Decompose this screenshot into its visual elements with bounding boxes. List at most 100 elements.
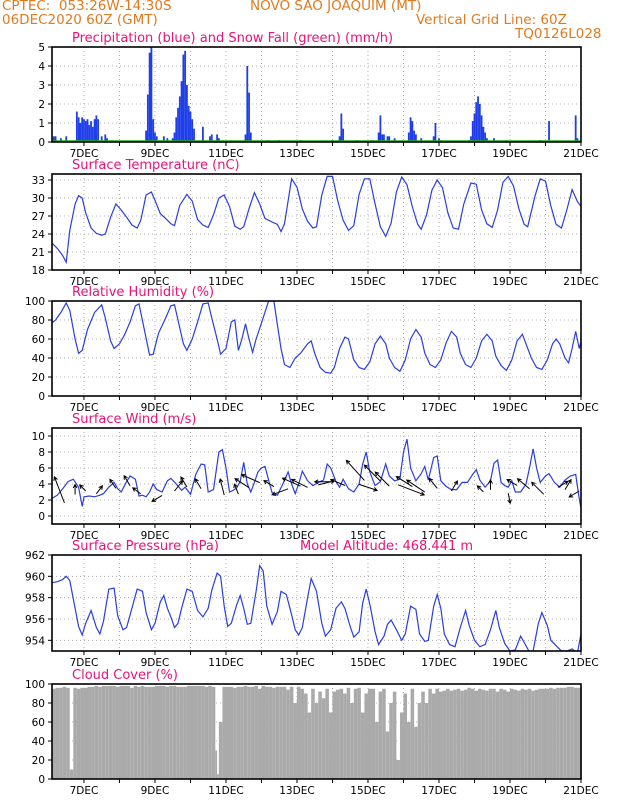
panel-rh: 0 20 40 60 80 100 7DEC 9DEC 11DEC 13DEC 15DEC 17DEC…: [25, 285, 599, 414]
cloud-bar: [233, 687, 237, 779]
wind-vector: [476, 485, 484, 493]
cloud-bar: [549, 687, 553, 779]
x-tick-label: 19DEC: [492, 402, 527, 414]
run-date: 06DEC2020 60Z (GMT): [2, 12, 158, 28]
precip-bar: [415, 134, 417, 142]
cloud-bar: [94, 685, 99, 779]
cloud-bar: [460, 690, 464, 779]
wind-vector: [78, 484, 87, 492]
cloud-bar: [424, 703, 429, 779]
wind-line: [52, 439, 581, 509]
precip-bar: [81, 117, 84, 142]
wind-vector: [506, 478, 518, 486]
y-tick-label: 1: [38, 118, 45, 130]
cloud-bar: [407, 722, 411, 779]
x-tick-label: 13DEC: [279, 276, 314, 288]
wind-vector: [358, 483, 379, 492]
wind-vector: [530, 481, 545, 495]
wind-vector: [345, 459, 365, 481]
x-tick-label: 11DEC: [208, 148, 243, 160]
precip-bar: [201, 126, 204, 142]
x-tick-label: 17DEC: [421, 657, 456, 669]
cloud-bar: [229, 686, 234, 779]
precip-bar: [88, 124, 91, 142]
cloud-bar: [364, 693, 368, 779]
location-coordinates: CPTEC: 053:26W-14:30S: [2, 0, 172, 14]
cloud-bar: [509, 688, 514, 779]
wind-vector: [488, 478, 493, 490]
cloud-bar: [350, 703, 354, 779]
cloud-bar: [91, 686, 95, 779]
wind-vector: [374, 471, 390, 487]
y-tick-label: 20: [32, 755, 45, 767]
cloud-bar: [421, 691, 425, 779]
cloud-bar: [478, 688, 482, 779]
panel-frame: [51, 173, 582, 271]
x-tick-label: 21DEC: [563, 657, 598, 669]
precip-bar: [75, 111, 78, 142]
y-tick-label: 0: [38, 137, 45, 149]
cloud-bar: [332, 691, 337, 779]
cloud-bar: [268, 686, 273, 779]
cloud-bar: [80, 687, 84, 779]
y-tick-label: 60: [32, 717, 45, 729]
wind-vector: [53, 475, 65, 504]
wind-vector: [194, 477, 202, 490]
cloud-bar: [215, 750, 218, 779]
panel-frame: [51, 427, 582, 525]
temp-line: [52, 175, 581, 265]
cloud-bar: [101, 685, 106, 779]
x-tick-label: 19DEC: [492, 657, 527, 669]
cloud-bar: [275, 686, 280, 779]
x-tick-label: 19DEC: [492, 148, 527, 160]
cloud-bar: [179, 686, 184, 779]
wind-vector: [516, 478, 530, 490]
panel-title: Surface Pressure (hPa): [72, 539, 219, 554]
cloud-bar: [410, 688, 415, 779]
precip-bar: [548, 121, 550, 142]
precip-bar: [386, 136, 389, 142]
precip-bar: [210, 134, 213, 142]
precip-bar: [379, 115, 382, 142]
cloud-bar: [449, 690, 454, 779]
cloud-bar: [570, 686, 574, 779]
wind-vector: [131, 487, 142, 495]
cloud-bar: [385, 731, 390, 779]
cloud-bar: [307, 712, 312, 779]
precip-bar: [217, 138, 220, 142]
panel-temp: 18 21 24 27 30 33 7DEC 9DEC 11DEC 13DEC 15DEC 17DEC…: [32, 158, 599, 288]
panel-frame: [51, 554, 582, 652]
cloud-bar: [485, 690, 489, 779]
precip-bar: [150, 47, 153, 142]
precip-bar: [104, 134, 107, 142]
x-tick-label: 13DEC: [279, 402, 314, 414]
precip-bar: [484, 132, 487, 142]
x-tick-label: 11DEC: [208, 657, 243, 669]
model-altitude: Model Altitude: 468.441 m: [300, 539, 473, 554]
cloud-bar: [225, 686, 230, 779]
cloud-bar: [183, 686, 187, 779]
precip-bar: [100, 136, 103, 142]
cloud-bar: [289, 686, 294, 779]
cloud-bar: [272, 687, 276, 779]
panel-title: Cloud Cover (%): [72, 668, 178, 683]
precip-bar: [478, 104, 481, 142]
cloud-bar: [534, 689, 539, 779]
y-tick-label: 0: [38, 391, 45, 403]
y-tick-label: 2: [38, 99, 45, 111]
precip-bar: [383, 134, 385, 142]
cloud-bar: [314, 703, 319, 779]
precip-bar: [338, 136, 341, 142]
x-tick-label: 7DEC: [70, 276, 99, 288]
cloud-bar: [296, 686, 301, 779]
cloud-bar: [336, 689, 340, 779]
cloud-bar: [389, 703, 393, 779]
precip-bar: [106, 138, 108, 142]
precip-bar: [187, 105, 190, 142]
cloud-bar: [240, 686, 244, 779]
cloud-bar: [76, 688, 81, 779]
panel-frame: [51, 300, 582, 397]
cloud-bar: [431, 693, 436, 779]
cloud-bar: [133, 685, 138, 779]
y-tick-label: 100: [25, 679, 45, 691]
